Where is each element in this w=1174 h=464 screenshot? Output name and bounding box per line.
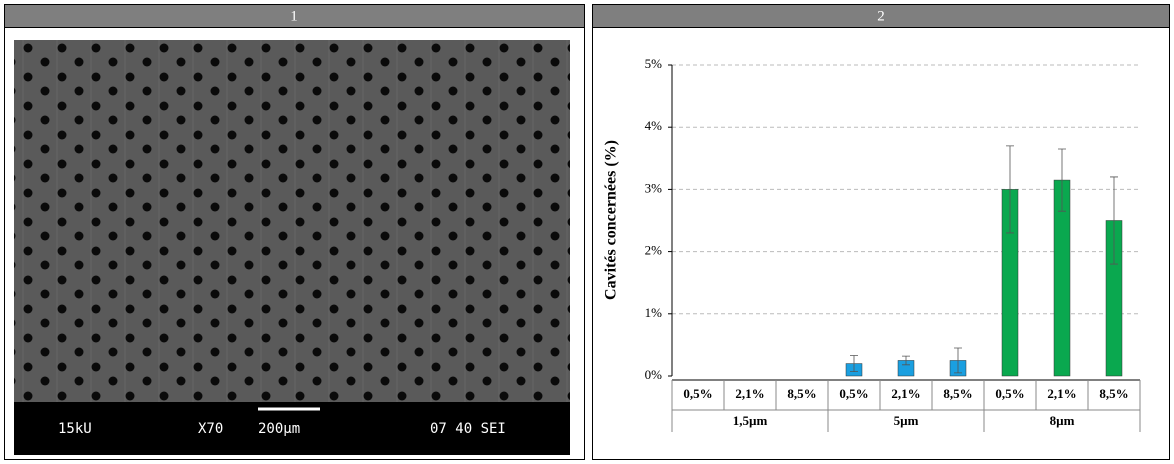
error-bar	[1006, 145, 1014, 234]
x-tick-label: 2,1%	[891, 386, 920, 401]
x-tick-label: 8,5%	[787, 386, 816, 401]
x-tick-label: 0,5%	[839, 386, 868, 401]
sem-info-bar	[14, 402, 570, 455]
y-tick-label: 5%	[645, 56, 663, 71]
x-tick-label: 8,5%	[1099, 386, 1128, 401]
error-bar	[1058, 148, 1066, 212]
error-bar	[850, 355, 858, 373]
panel-frame	[592, 4, 1170, 460]
y-tick-label: 1%	[645, 305, 663, 320]
group-label: 8µm	[1050, 413, 1075, 428]
error-bar	[954, 347, 962, 374]
x-tick-label: 2,1%	[1047, 386, 1076, 401]
sem-scale: 200µm	[258, 421, 300, 437]
panel-label: 1	[290, 8, 298, 24]
error-bar	[902, 355, 910, 366]
sem-voltage: 15kU	[58, 421, 92, 437]
x-tick-label: 0,5%	[995, 386, 1024, 401]
y-tick-label: 3%	[645, 180, 663, 195]
panel-frame	[4, 4, 585, 460]
panel-header	[593, 5, 1169, 27]
y-tick-label: 0%	[645, 367, 663, 382]
y-tick-label: 2%	[645, 243, 663, 258]
panel-label: 2	[877, 8, 885, 24]
group-label: 1,5µm	[733, 413, 768, 428]
sem-info: 07 40 SEI	[430, 421, 506, 437]
error-bar	[1110, 176, 1118, 265]
x-tick-label: 8,5%	[943, 386, 972, 401]
y-tick-label: 4%	[645, 118, 663, 133]
sem-holes	[14, 40, 570, 402]
y-axis-title: Cavités concernées (%)	[603, 140, 620, 300]
panel-header	[5, 5, 584, 27]
group-label: 5µm	[894, 413, 919, 428]
x-tick-label: 0,5%	[683, 386, 712, 401]
x-tick-label: 2,1%	[735, 386, 764, 401]
sem-magnification: X70	[198, 421, 223, 437]
